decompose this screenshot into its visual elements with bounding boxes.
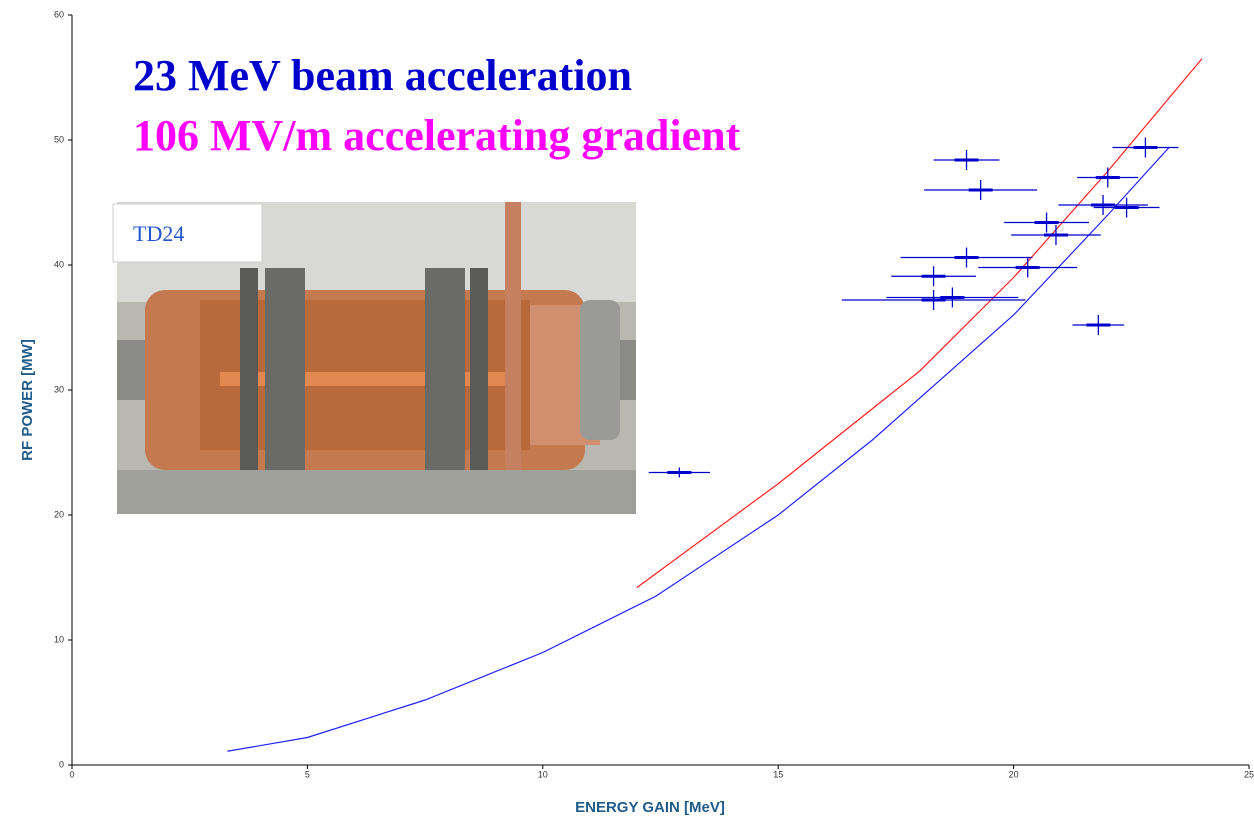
inset-label: TD24 [133,221,184,246]
point [1043,233,1068,237]
point [954,256,979,259]
y-tick-label: 0 [59,759,64,769]
y-tick-label: 50 [54,134,64,144]
point [921,298,946,302]
point [1114,206,1139,209]
point [921,274,946,278]
x-axis-label: ENERGY GAIN [MeV] [575,799,725,816]
x-tick-label: 15 [773,769,783,779]
curve [636,58,1203,588]
y-tick-label: 60 [54,9,64,19]
y-tick-label: 30 [54,384,64,394]
point [667,471,692,474]
point [940,296,965,299]
y-axis-label: RF POWER [MW] [19,339,36,461]
point [1095,176,1120,179]
point [1091,203,1116,207]
x-tick-label: 20 [1009,769,1019,779]
inset-photo [112,202,636,514]
x-tick-label: 0 [69,769,74,779]
curve [227,147,1170,752]
point [1015,266,1040,269]
x-tick-label: 10 [538,769,548,779]
point [968,188,993,192]
point [1133,146,1158,149]
point [954,158,979,162]
x-tick-label: 5 [305,769,310,779]
y-tick-label: 40 [54,259,64,269]
x-tick-label: 25 [1244,769,1254,779]
chart-subtitle: 106 MV/m accelerating gradient [133,111,741,160]
chart-title: 23 MeV beam acceleration [133,51,632,100]
y-tick-label: 20 [54,509,64,519]
point [1086,323,1111,327]
y-tick-label: 10 [54,634,64,644]
point [1034,221,1059,224]
